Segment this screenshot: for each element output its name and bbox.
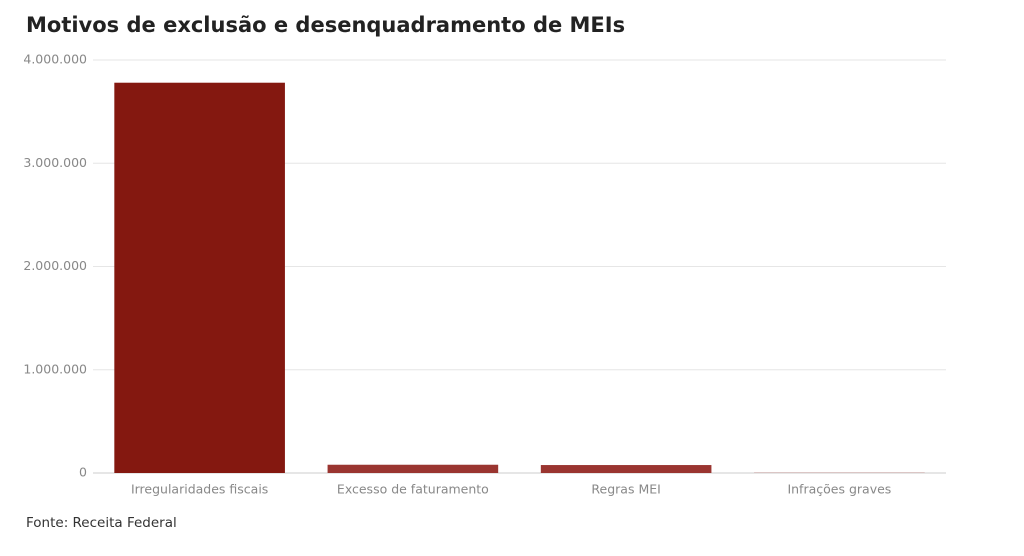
- y-tick-label: 0: [79, 465, 87, 480]
- y-tick-label: 2.000.000: [23, 258, 87, 273]
- chart-title: Motivos de exclusão e desenquadramento d…: [26, 13, 625, 37]
- y-tick-label: 1.000.000: [23, 361, 87, 376]
- x-tick-label: Infrações graves: [787, 482, 891, 497]
- y-tick-label: 4.000.000: [23, 52, 87, 67]
- x-tick-label: Irregularidades fiscais: [131, 482, 268, 497]
- x-tick-label: Excesso de faturamento: [337, 482, 489, 497]
- x-tick-label: Regras MEI: [591, 482, 660, 497]
- source-note: Fonte: Receita Federal: [26, 515, 177, 531]
- bar: [327, 464, 499, 473]
- bar: [114, 82, 285, 473]
- y-tick-label: 3.000.000: [23, 155, 87, 170]
- bar: [540, 465, 712, 473]
